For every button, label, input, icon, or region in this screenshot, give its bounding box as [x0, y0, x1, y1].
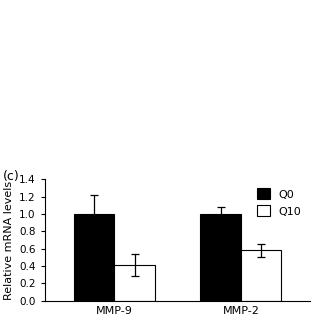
- Bar: [241, 251, 281, 301]
- Legend: Q0, Q10: Q0, Q10: [253, 185, 305, 220]
- Y-axis label: Relative mRNA levels: Relative mRNA levels: [4, 180, 13, 300]
- Text: *: *: [229, 226, 236, 240]
- Bar: [114, 265, 155, 301]
- Bar: [74, 214, 114, 301]
- Text: *: *: [103, 236, 110, 250]
- Text: (c): (c): [3, 170, 20, 183]
- Bar: [200, 214, 241, 301]
